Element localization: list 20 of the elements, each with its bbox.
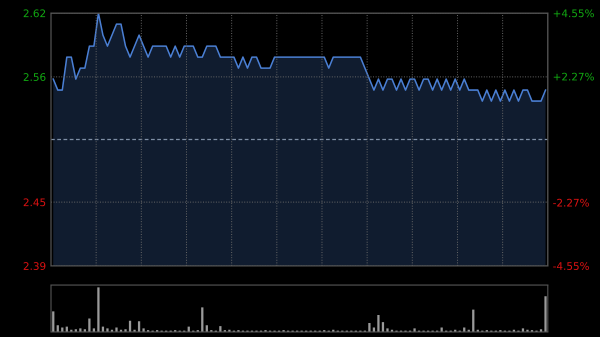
bar: [206, 325, 208, 332]
bar: [219, 326, 222, 332]
bar: [52, 311, 54, 332]
bar: [61, 327, 64, 332]
bar: [472, 310, 474, 332]
y2-tick-label: -2.27%: [553, 198, 589, 207]
bar: [440, 327, 443, 332]
bar: [56, 325, 59, 332]
y-tick-label: 2.45: [24, 198, 46, 206]
bar: [188, 326, 190, 332]
y-tick-label: 2.39: [24, 262, 46, 270]
bar: [201, 307, 204, 332]
y2-tick-label: -4.55%: [553, 262, 589, 270]
y2-tick-label: +4.55%: [554, 9, 594, 18]
y-tick-label: 2.56: [24, 73, 46, 81]
bar: [79, 328, 82, 332]
bar: [66, 326, 68, 332]
y2-tick-label: +2.27%: [554, 72, 594, 81]
y-tick-label: 2.62: [24, 9, 46, 18]
bar: [463, 327, 466, 332]
